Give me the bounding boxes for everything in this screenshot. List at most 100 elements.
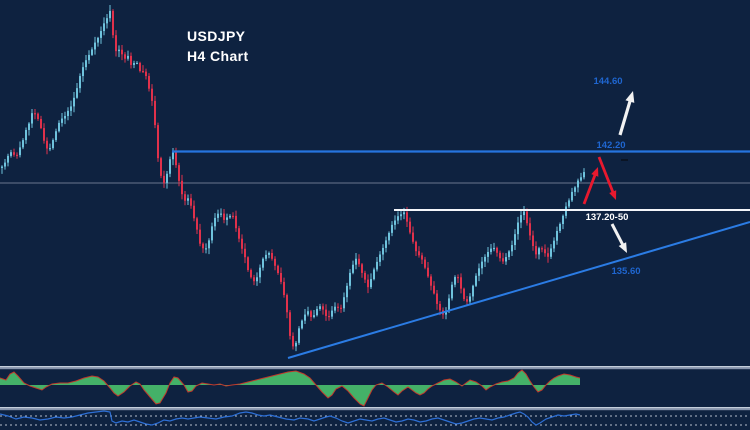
candle (382, 247, 384, 255)
candle (376, 261, 378, 270)
candle (178, 165, 180, 181)
candle (583, 172, 585, 178)
candle (505, 257, 507, 262)
candle (517, 222, 519, 235)
candle (133, 63, 135, 65)
candle (250, 270, 252, 278)
candle (256, 277, 258, 282)
candle (199, 229, 201, 244)
candle (394, 220, 396, 225)
candle (88, 54, 90, 61)
candle (538, 248, 540, 255)
candle (325, 309, 327, 316)
candle (79, 76, 81, 89)
pullback-arrow-up-red-head (591, 167, 599, 177)
candle (268, 252, 270, 255)
candle (427, 267, 429, 277)
candle (208, 240, 210, 249)
candle (550, 248, 552, 257)
support-line-137-20-50-label: 137.20-50 (586, 212, 629, 223)
candle (313, 315, 315, 318)
candle (214, 217, 216, 227)
candle (157, 125, 159, 159)
indicator-divider-0 (0, 367, 750, 370)
candle (289, 312, 291, 336)
candle (229, 215, 231, 218)
candle (526, 211, 528, 224)
candle (37, 113, 39, 119)
candle (415, 241, 417, 252)
candle (349, 272, 351, 286)
candle (70, 106, 72, 111)
candle (361, 264, 363, 273)
candle (346, 285, 348, 298)
candle (322, 306, 324, 310)
candle (112, 10, 114, 36)
candle (520, 215, 522, 223)
candle (274, 258, 276, 266)
candle (226, 217, 228, 220)
candle (73, 97, 75, 107)
indicator-divider-0 (0, 366, 750, 368)
candle (109, 10, 111, 19)
candle (64, 115, 66, 119)
candle (463, 288, 465, 300)
candle (205, 248, 207, 250)
price-label-135-60: 135.60 (611, 266, 640, 277)
candle (97, 37, 99, 43)
indicator-divider-1 (0, 408, 750, 411)
candle (43, 128, 45, 141)
candle (58, 122, 60, 132)
candle (160, 158, 162, 176)
candle (259, 267, 261, 278)
candle (547, 253, 549, 257)
candle (232, 215, 234, 218)
candle (244, 248, 246, 258)
timeframe-label: H4 Chart (187, 48, 249, 64)
candle (352, 264, 354, 273)
candle (403, 212, 405, 215)
candle (355, 258, 357, 265)
candle (163, 175, 165, 183)
candle (556, 230, 558, 241)
candle (343, 297, 345, 309)
momentum-line (0, 410, 581, 426)
candle (316, 308, 318, 316)
candle (223, 213, 225, 220)
candle (25, 129, 27, 141)
candle (334, 306, 336, 311)
candle (409, 221, 411, 233)
candle (331, 310, 333, 317)
candle (514, 234, 516, 246)
candle (277, 265, 279, 273)
candle (340, 307, 342, 309)
candle (139, 62, 141, 72)
candle (535, 246, 537, 255)
projection-arrow-up-white (618, 96, 633, 136)
candle (76, 88, 78, 98)
candle (457, 277, 459, 279)
projection-arrow-down-white-head (618, 242, 627, 253)
candle (337, 306, 339, 308)
candle (286, 295, 288, 313)
candle (523, 211, 525, 216)
candle (148, 76, 150, 89)
candle (103, 23, 105, 32)
candle (406, 212, 408, 222)
candle (271, 252, 273, 259)
candle (451, 284, 453, 299)
candle (241, 238, 243, 249)
candle (430, 276, 432, 286)
candle (379, 254, 381, 262)
candle (49, 148, 51, 150)
candle (508, 251, 510, 258)
pullback-arrow-down-red-head (609, 190, 617, 200)
candle (532, 235, 534, 247)
pullback-arrow-down-red (597, 156, 616, 196)
candle (568, 200, 570, 207)
candle (151, 88, 153, 101)
candle (1, 166, 3, 168)
